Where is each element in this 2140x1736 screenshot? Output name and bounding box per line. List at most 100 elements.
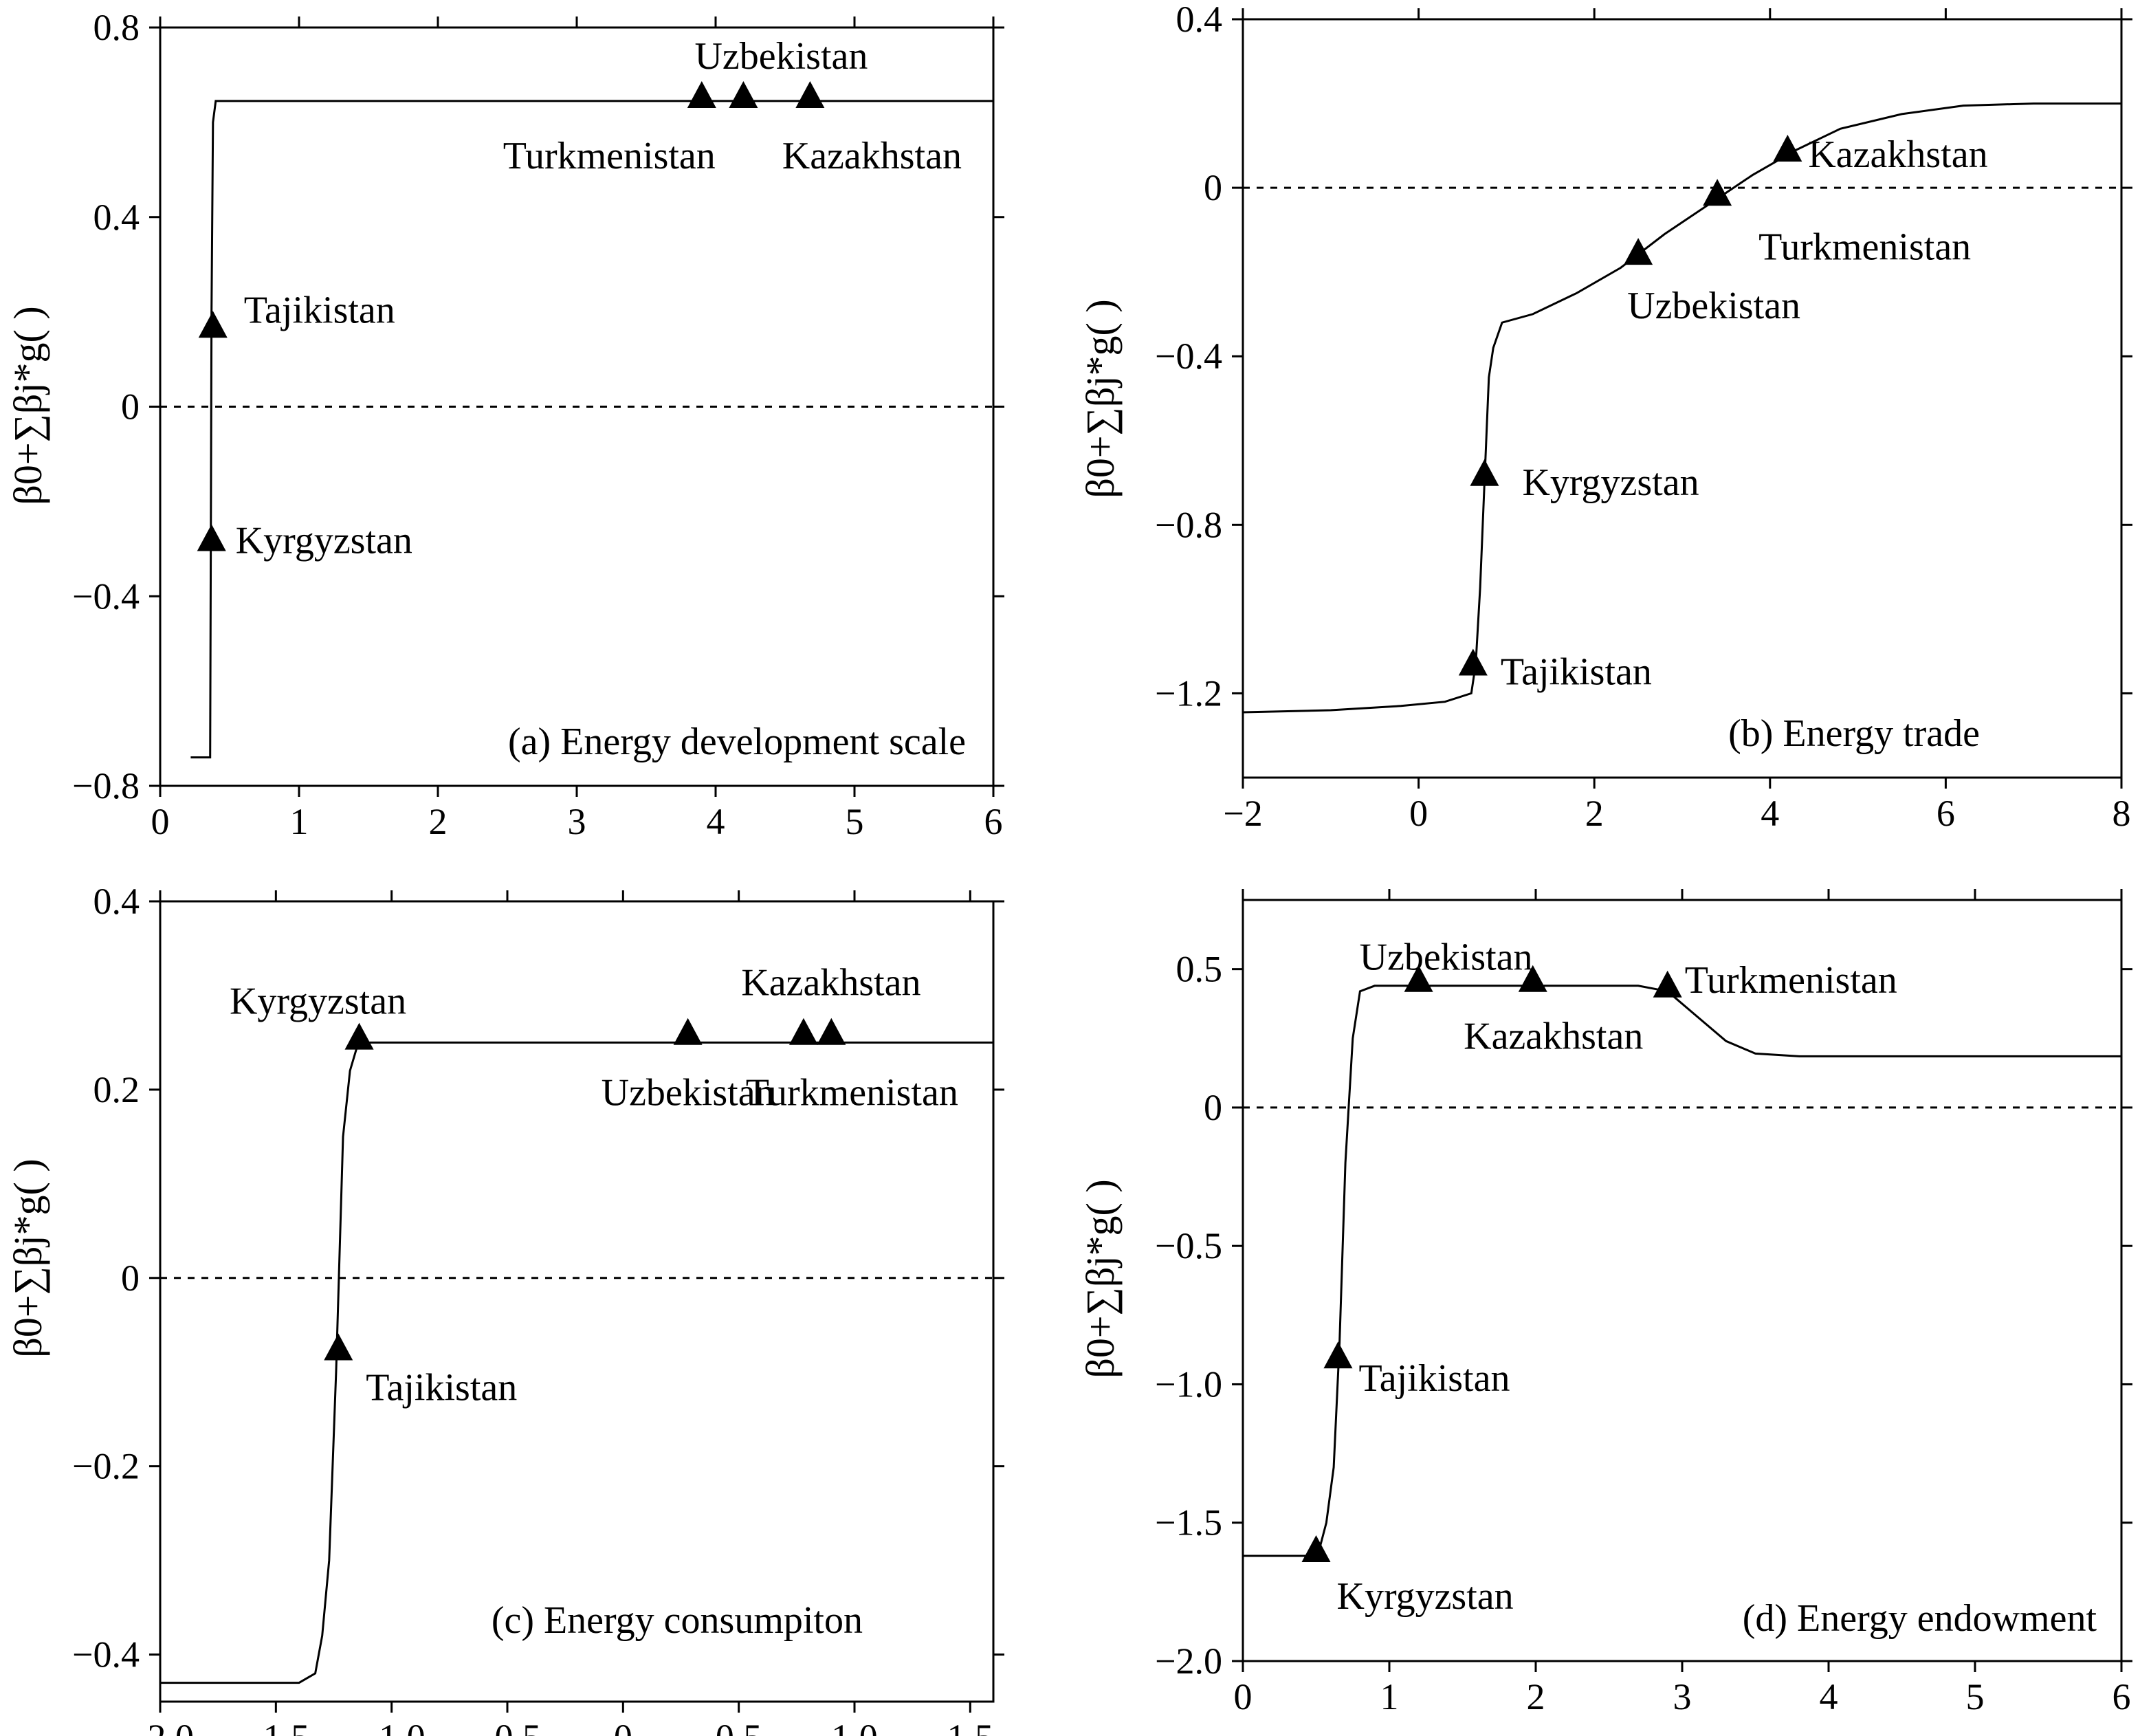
country-marker bbox=[1470, 459, 1499, 486]
response-curve bbox=[1242, 102, 2121, 714]
x-tick-label: 1.0 bbox=[831, 1717, 878, 1736]
y-axis-label: β0+∑βj*g( ) bbox=[5, 1158, 50, 1357]
country-label: Tajikistan bbox=[244, 289, 395, 331]
y-tick-label: −0.4 bbox=[72, 575, 140, 617]
response-curve bbox=[160, 1041, 993, 1684]
y-tick-label: −2.0 bbox=[1155, 1640, 1222, 1682]
y-tick-label: 0.4 bbox=[93, 197, 140, 238]
x-tick-label: −2.0 bbox=[126, 1717, 194, 1736]
y-axis-label: β0+∑βj*g( ) bbox=[1078, 1179, 1123, 1378]
x-tick-label: 2 bbox=[1585, 793, 1604, 834]
country-marker bbox=[1653, 970, 1682, 998]
country-marker bbox=[817, 1018, 846, 1045]
country-marker bbox=[324, 1333, 353, 1361]
response-curve bbox=[190, 100, 993, 759]
panel-title: (a) Energy development scale bbox=[508, 721, 966, 763]
x-tick-label: 0 bbox=[614, 1717, 632, 1736]
country-label: Turkmenistan bbox=[1685, 959, 1897, 1002]
y-tick-label: −0.8 bbox=[1155, 504, 1222, 545]
country-label: Tajikistan bbox=[366, 1366, 517, 1409]
panel-title: (b) Energy trade bbox=[1728, 712, 1980, 755]
country-marker bbox=[795, 80, 825, 108]
country-marker bbox=[1323, 1341, 1353, 1369]
panel-title: (d) Energy endowment bbox=[1743, 1597, 2097, 1640]
country-marker bbox=[197, 524, 226, 551]
x-tick-label: 0.5 bbox=[716, 1717, 762, 1736]
country-label: Kyrgyzstan bbox=[236, 520, 412, 562]
y-tick-label: 0.4 bbox=[93, 881, 140, 922]
x-tick-label: 6 bbox=[2113, 1676, 2131, 1717]
country-marker bbox=[1404, 965, 1433, 992]
y-tick-label: −1.0 bbox=[1155, 1363, 1222, 1405]
y-tick-label: 0.4 bbox=[1176, 0, 1223, 40]
country-marker bbox=[1773, 134, 1802, 162]
y-tick-label: −0.5 bbox=[1155, 1225, 1222, 1266]
x-tick-label: −1.0 bbox=[358, 1717, 426, 1736]
x-tick-label: 8 bbox=[2113, 793, 2131, 834]
country-marker bbox=[729, 80, 758, 108]
country-label: Tajikistan bbox=[1358, 1357, 1510, 1400]
country-marker bbox=[1624, 238, 1653, 265]
y-tick-label: 0.8 bbox=[93, 7, 140, 48]
country-label: Kazakhstan bbox=[1464, 1015, 1643, 1058]
x-tick-label: 1 bbox=[1380, 1676, 1399, 1717]
y-tick-label: −0.8 bbox=[72, 765, 140, 806]
x-tick-label: 6 bbox=[984, 801, 1003, 842]
x-tick-label: 0 bbox=[1234, 1676, 1253, 1717]
country-label: Uzbekistan bbox=[694, 35, 868, 78]
plot-frame bbox=[159, 900, 995, 1703]
x-tick-label: 4 bbox=[1761, 793, 1779, 834]
country-label: Turkmenistan bbox=[503, 135, 716, 177]
y-tick-label: 0 bbox=[1204, 167, 1222, 208]
x-tick-label: 5 bbox=[846, 801, 864, 842]
y-tick-label: −0.4 bbox=[72, 1634, 140, 1675]
country-label: Turkmenistan bbox=[1758, 226, 1971, 268]
x-tick-label: 6 bbox=[1937, 793, 1955, 834]
x-tick-label: 2 bbox=[429, 801, 448, 842]
country-label: Uzbekistan bbox=[1627, 285, 1800, 327]
plot-frame bbox=[1242, 18, 2123, 779]
country-marker bbox=[687, 80, 716, 108]
x-tick-label: 1.5 bbox=[947, 1717, 994, 1736]
country-label: Kazakhstan bbox=[782, 135, 962, 177]
x-tick-label: 1 bbox=[290, 801, 309, 842]
x-tick-label: 4 bbox=[707, 801, 725, 842]
y-tick-label: −0.4 bbox=[1155, 336, 1222, 377]
chart-panel-a: 0 1 2 3 4 5 6 −0.8 −0.4 0 0.4 0.8 β0+∑βj*g( ) Kyrgyzs… bbox=[5, 7, 1004, 842]
country-marker bbox=[1703, 179, 1732, 206]
panel-title: (c) Energy consumpiton bbox=[492, 1599, 863, 1642]
y-tick-label: −0.2 bbox=[72, 1446, 140, 1487]
y-tick-label: 0.2 bbox=[93, 1069, 140, 1110]
y-tick-label: 0 bbox=[121, 1257, 140, 1299]
y-tick-label: 0 bbox=[1204, 1087, 1222, 1128]
plot-frame bbox=[1242, 899, 2123, 1662]
country-label: Kazakhstan bbox=[741, 962, 920, 1004]
country-marker bbox=[788, 1018, 818, 1045]
chart-panel-d: 0 1 2 3 4 5 6 −2.0 −1.5 −1.0 −0.5 0 0.5 β0+∑βj*g( ) Ky… bbox=[1078, 889, 2132, 1717]
country-label: Kyrgyzstan bbox=[1337, 1575, 1514, 1618]
country-label: Uzbekistan bbox=[1360, 936, 1533, 979]
chart-panel-c: −2.0 −1.5 −1.0 −0.5 0 0.5 1.0 1.5 −0.4 −0.2 0 0.2 0.… bbox=[5, 881, 1004, 1736]
x-tick-label: 3 bbox=[568, 801, 586, 842]
y-axis-label: β0+∑βj*g( ) bbox=[5, 306, 50, 505]
y-tick-label: −1.5 bbox=[1155, 1502, 1222, 1543]
country-marker bbox=[1458, 648, 1488, 676]
x-tick-label: 0 bbox=[151, 801, 170, 842]
chart-panel-b: −2 0 2 4 6 8 −1.2 −0.8 −0.4 0 0.4 β0+∑βj*g( ) Tajiki… bbox=[1078, 0, 2132, 834]
x-tick-label: 4 bbox=[1820, 1676, 1838, 1717]
country-marker bbox=[1301, 1535, 1331, 1562]
x-tick-label: −1.5 bbox=[242, 1717, 309, 1736]
response-curve bbox=[1243, 985, 2121, 1557]
country-marker bbox=[1518, 965, 1547, 992]
country-marker bbox=[673, 1018, 703, 1045]
y-tick-label: 0 bbox=[121, 386, 140, 428]
y-tick-label: −1.2 bbox=[1155, 672, 1222, 714]
y-axis-label: β0+∑βj*g( ) bbox=[1078, 299, 1123, 498]
country-marker bbox=[198, 311, 228, 338]
x-tick-label: 2 bbox=[1527, 1676, 1545, 1717]
country-marker bbox=[344, 1022, 374, 1050]
country-label: Tajikistan bbox=[1501, 651, 1652, 694]
x-tick-label: −2 bbox=[1223, 793, 1262, 834]
x-tick-label: −0.5 bbox=[474, 1717, 541, 1736]
